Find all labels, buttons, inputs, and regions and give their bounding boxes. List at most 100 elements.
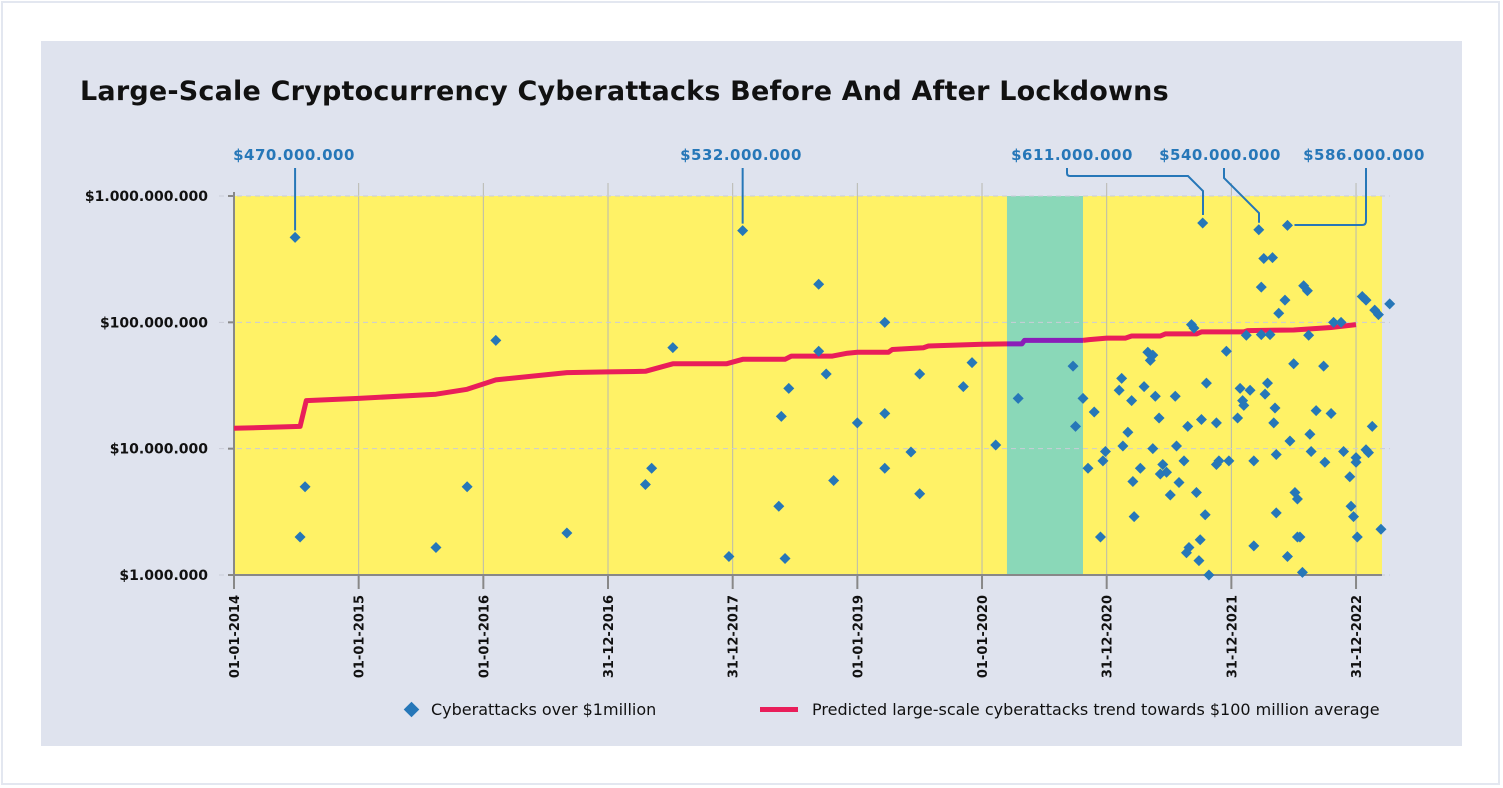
data-point: [490, 334, 502, 346]
data-point: [1197, 217, 1209, 229]
x-tick-label: 31-12-2020: [1101, 595, 1116, 678]
data-point: [1294, 531, 1306, 543]
trend-line-lockdown: [1007, 337, 1083, 347]
data-point: [1258, 253, 1270, 265]
data-point: [820, 368, 832, 380]
data-point: [1262, 377, 1274, 389]
data-point: [813, 345, 825, 357]
data-point: [1077, 392, 1089, 404]
data-point: [1372, 309, 1384, 321]
data-point: [1305, 445, 1317, 457]
data-point: [1240, 329, 1252, 341]
data-point: [1281, 551, 1293, 563]
data-point: [1362, 447, 1374, 459]
legend-item-trend: Predicted large-scale cyberattacks trend…: [760, 700, 1380, 719]
data-point: [1149, 390, 1161, 402]
data-point: [1122, 426, 1134, 438]
data-point: [1147, 349, 1159, 361]
data-point: [1126, 395, 1138, 407]
line-marker-icon: [760, 707, 798, 712]
data-point: [1116, 372, 1128, 384]
data-point: [1318, 360, 1330, 372]
data-point: [1169, 390, 1181, 402]
data-point: [1070, 420, 1082, 432]
x-tick-label: 01-01-2015: [353, 595, 368, 678]
data-point: [1248, 455, 1260, 467]
x-tick-label: 01-01-2019: [851, 595, 866, 678]
data-point: [667, 342, 679, 354]
data-point: [1304, 428, 1316, 440]
x-tick-label: 31-12-2017: [727, 595, 742, 678]
data-point: [775, 410, 787, 422]
data-point: [1094, 531, 1106, 543]
data-point: [1319, 456, 1331, 468]
data-point: [1384, 298, 1396, 310]
x-tick-label: 01-01-2014: [228, 595, 243, 678]
data-point: [1067, 360, 1079, 372]
data-point: [1188, 322, 1200, 334]
data-point: [1190, 486, 1202, 498]
legend-label: Predicted large-scale cyberattacks trend…: [812, 700, 1380, 719]
data-point: [879, 316, 891, 328]
data-point: [1153, 412, 1165, 424]
data-point: [1210, 417, 1222, 429]
data-point: [1267, 252, 1279, 264]
data-point: [1138, 381, 1150, 393]
data-point: [914, 368, 926, 380]
data-point: [1182, 420, 1194, 432]
data-point: [1157, 458, 1169, 470]
data-point: [1273, 307, 1285, 319]
data-point: [1335, 316, 1347, 328]
data-point: [1213, 455, 1225, 467]
data-point: [1325, 407, 1337, 419]
chart-title: Large-Scale Cryptocurrency Cyberattacks …: [80, 76, 1169, 107]
data-point: [773, 500, 785, 512]
data-point: [1269, 402, 1281, 414]
annotation-label: $586.000.000: [1303, 146, 1425, 164]
data-point: [1127, 475, 1139, 487]
annotation-label: $532.000.000: [680, 146, 802, 164]
data-point: [461, 481, 473, 493]
data-point: [1200, 377, 1212, 389]
diamond-marker-icon: [403, 701, 420, 718]
data-point: [1147, 443, 1159, 455]
x-tick-label: 31-12-2022: [1350, 595, 1365, 678]
data-point: [1270, 448, 1282, 460]
data-point: [1082, 462, 1094, 474]
trend-line: [233, 341, 1008, 431]
data-point: [561, 527, 573, 539]
data-point: [1183, 542, 1195, 554]
y-tick-label: $10.000.000: [110, 442, 209, 458]
data-point: [1128, 511, 1140, 523]
data-point: [1171, 440, 1183, 452]
data-point: [1195, 414, 1207, 426]
data-point: [1348, 511, 1360, 523]
data-point: [1303, 329, 1315, 341]
data-point: [828, 474, 840, 486]
data-point: [1244, 384, 1256, 396]
data-point: [430, 542, 442, 554]
data-point: [1117, 440, 1129, 452]
data-point: [879, 462, 891, 474]
data-point: [1234, 382, 1246, 394]
data-point: [1164, 489, 1176, 501]
data-point: [1173, 476, 1185, 488]
data-point: [294, 531, 306, 543]
data-point: [1345, 500, 1357, 512]
data-point: [966, 357, 978, 369]
annotation-leader: [1066, 168, 1204, 216]
data-point: [1301, 285, 1313, 297]
data-point: [1328, 316, 1340, 328]
data-point: [1279, 294, 1291, 306]
plot-area: [234, 196, 1382, 575]
data-point: [779, 553, 791, 565]
data-point: [1255, 329, 1267, 341]
data-point: [1237, 395, 1249, 407]
annotation-label: $470.000.000: [233, 146, 355, 164]
data-point: [1259, 388, 1271, 400]
data-point: [1220, 345, 1232, 357]
data-point: [1268, 417, 1280, 429]
data-point: [737, 225, 749, 237]
data-point: [1270, 507, 1282, 519]
data-point: [783, 382, 795, 394]
